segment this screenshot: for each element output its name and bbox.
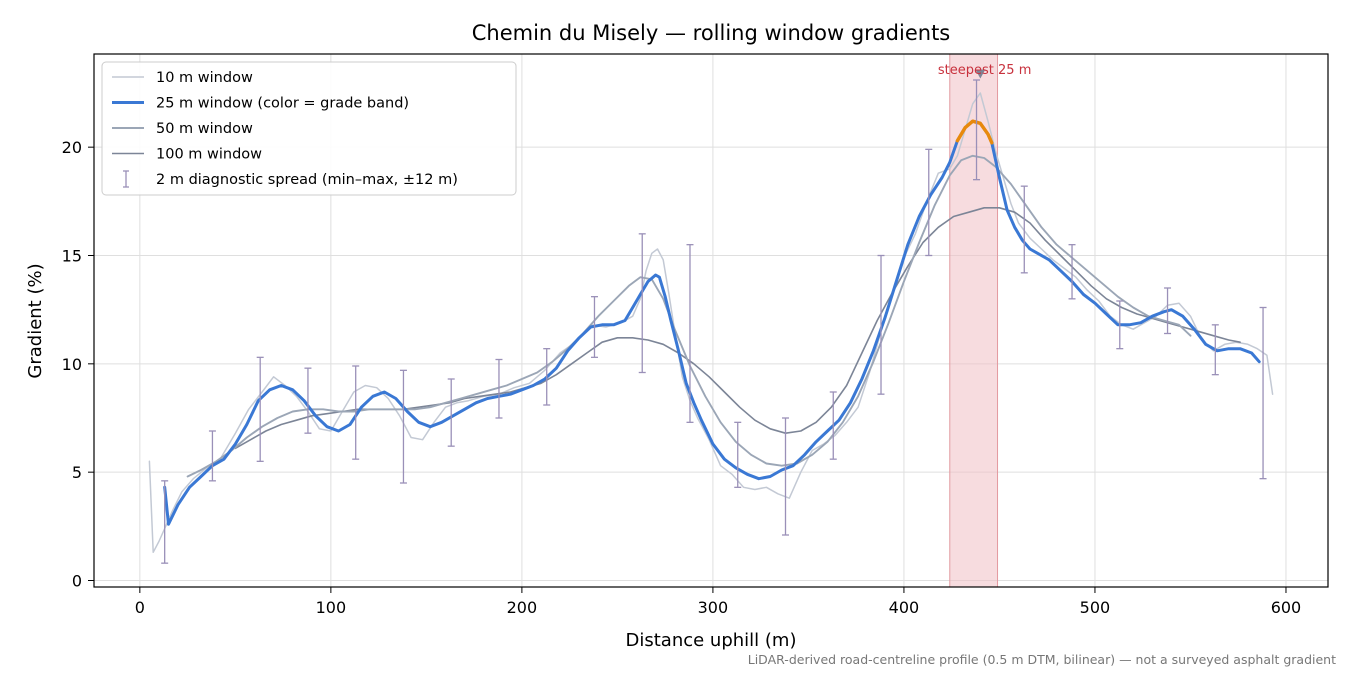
series-line-w25 [163,119,1261,526]
spread-bar [208,430,216,482]
footnote: LiDAR-derived road-centreline profile (0… [748,652,1336,667]
x-tick-label: 300 [698,598,729,617]
spread-bar [447,378,455,447]
x-axis: 0 100 200 300 400 500 600 [135,587,1301,617]
spread-bar [352,365,360,460]
y-tick-label: 15 [62,247,82,266]
legend-entry-spread: 2 m diagnostic spread (min–max, ±12 m) [123,170,458,188]
steepest-marker-arrow [975,69,986,79]
spread-bar [1068,244,1076,300]
legend-label: 25 m window (color = grade band) [156,96,409,112]
spread-bar [1259,306,1267,480]
y-axis-title: Gradient (%) [25,263,46,378]
spread-bar [256,356,264,462]
spread-bar [399,369,407,484]
spread-bar [1164,287,1172,335]
steepest-band-label: steepest 25 m [938,63,1031,78]
spread-bar [781,417,789,536]
spread-bar [543,348,551,406]
spread-bar [734,421,742,488]
y-tick-label: 10 [62,355,82,374]
chart-title: Chemin du Misely — rolling window gradie… [472,21,951,45]
y-tick-label: 5 [72,463,82,482]
y-tick-label: 20 [62,138,82,157]
legend-entry-w100: 100 m window [112,147,262,163]
plot-area: steepest 25 m [93,53,1329,588]
spread-bar [1116,300,1124,350]
x-tick-label: 400 [889,598,920,617]
legend-entry-w25: 25 m window (color = grade band) [112,96,409,112]
legend-entry-w50: 50 m window [112,121,253,137]
steepest-band-area [949,53,999,588]
x-tick-label: 0 [135,598,145,617]
spread-bar [638,233,646,374]
legend-label: 100 m window [156,147,262,163]
spread-bar [829,391,837,460]
diagnostic-spread [161,79,1267,564]
spread-bar [304,367,312,434]
spread-bar [877,254,885,395]
legend-entry-w10: 10 m window [112,70,253,86]
spread-bar [973,79,981,181]
x-tick-label: 600 [1271,598,1302,617]
legend-label: 50 m window [156,121,253,137]
legend-box [101,61,517,196]
spread-bar [161,480,169,564]
spread-bar [686,244,694,423]
spread-bar [590,296,598,358]
spread-bar [495,358,503,419]
spread-bar [925,148,933,257]
steepest-band [949,53,999,588]
grid [94,54,1328,587]
x-axis-title: Distance uphill (m) [626,630,797,651]
legend-label: 10 m window [156,70,253,86]
spread-bar [1020,185,1028,274]
legend-label: 2 m diagnostic spread (min–max, ±12 m) [156,172,458,188]
x-tick-label: 200 [507,598,538,617]
x-tick-label: 100 [316,598,347,617]
y-axis: 0 5 10 15 20 [62,138,94,591]
steepest-marker: steepest 25 m [938,63,1031,79]
spread-bar [1211,324,1219,376]
legend: 10 m window 25 m window (color = grade ba… [101,61,517,196]
x-tick-label: 500 [1080,598,1111,617]
series-line-w10 [148,92,1274,554]
plot-frame [93,53,1329,588]
y-tick-label: 0 [72,572,82,591]
